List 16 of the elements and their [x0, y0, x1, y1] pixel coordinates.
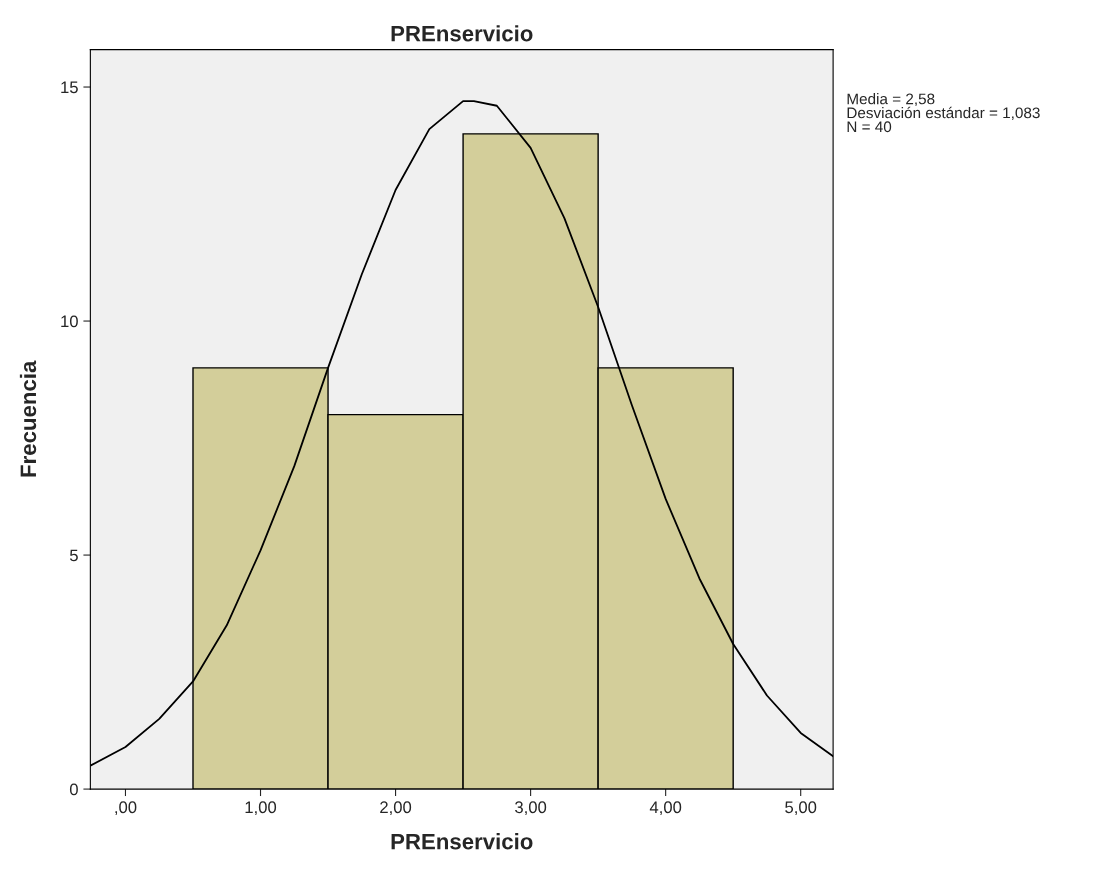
text: N = 40 — [847, 121, 892, 133]
y-tick-label: 0 — [69, 783, 78, 796]
x-tick-label: 4,00 — [649, 801, 682, 816]
x-tick-label: ,00 — [115, 801, 137, 816]
y-tick-label: 5 — [69, 549, 78, 562]
y-tick-label: 15 — [61, 81, 78, 94]
x-tick-label: 3,00 — [515, 801, 547, 816]
y-tick-label: 10 — [61, 315, 78, 328]
chart-title: PREnservicio — [391, 25, 533, 42]
x-axis-title: PREnservicio — [391, 833, 533, 850]
y-axis-title: Frecuencia — [19, 360, 37, 477]
x-tick-label: 2,00 — [380, 801, 412, 816]
text: Media = 2,58 — [847, 93, 935, 107]
x-tick-label: 1,00 — [245, 801, 277, 816]
x-tick-label: 5,00 — [785, 801, 817, 816]
text: Desviación estándar = 1,083 — [847, 106, 1040, 121]
